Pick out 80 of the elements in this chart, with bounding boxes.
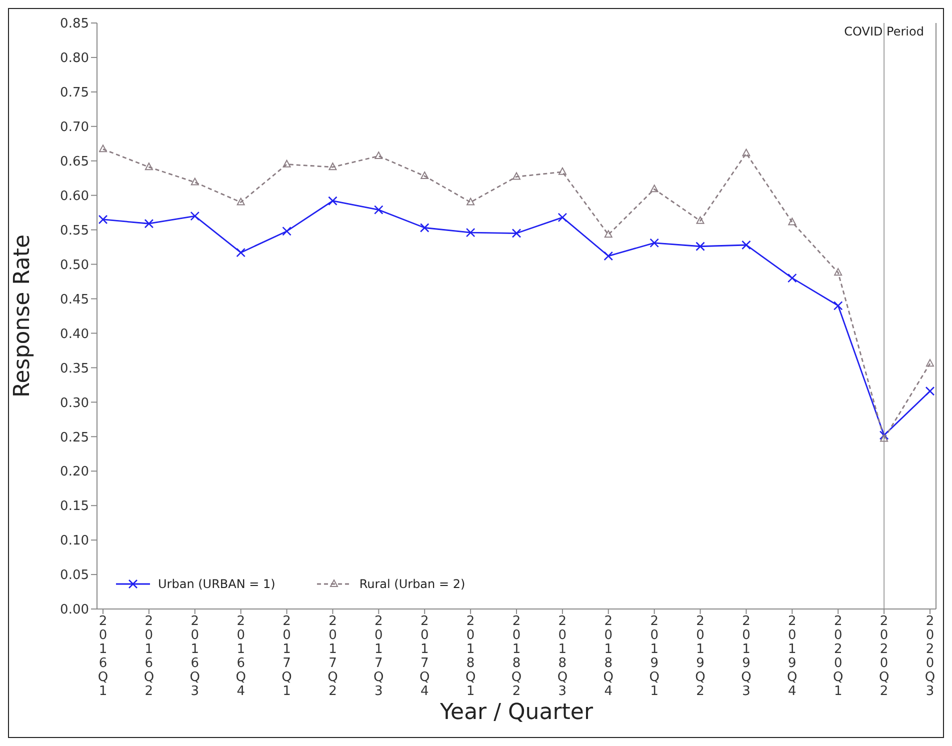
- y-tick-label: 0.55: [60, 223, 89, 238]
- point: [282, 226, 292, 236]
- point: [925, 386, 935, 396]
- x-tick-label: 2019Q2: [695, 614, 706, 699]
- point: [558, 167, 566, 175]
- point: [604, 230, 612, 238]
- y-tick-label: 0.85: [60, 16, 89, 32]
- y-tick-label: 0.10: [60, 534, 89, 549]
- point: [420, 223, 430, 232]
- x-tick-label: 2019Q3: [741, 614, 752, 699]
- point: [650, 184, 658, 192]
- point: [420, 172, 429, 180]
- point: [696, 216, 704, 224]
- x-tick-label: 2016Q3: [190, 614, 200, 699]
- point: [374, 205, 384, 214]
- point: [604, 251, 614, 261]
- point: [880, 434, 888, 442]
- point: [512, 172, 520, 180]
- y-tick-label: 0.35: [60, 361, 89, 376]
- point: [98, 214, 108, 224]
- x-tick-label: 2018Q2: [511, 614, 522, 699]
- ref-line-label: COVID Period: [844, 24, 924, 39]
- point: [374, 152, 383, 160]
- point: [282, 160, 291, 168]
- point: [833, 301, 843, 310]
- x-tick-label: 2018Q4: [603, 614, 614, 699]
- x-tick-label: 2016Q4: [236, 614, 246, 699]
- point: [788, 273, 797, 283]
- point: [742, 240, 751, 250]
- point: [788, 218, 796, 226]
- x-tick-label: 2019Q1: [649, 614, 660, 699]
- point: [99, 144, 107, 152]
- y-tick-label: 0.30: [60, 396, 89, 411]
- point: [742, 148, 750, 156]
- point: [236, 248, 246, 258]
- y-tick-label: 0.00: [60, 602, 89, 618]
- x-tick-label: 2016Q2: [144, 614, 154, 699]
- y-tick-label: 0.75: [60, 86, 89, 101]
- point: [144, 162, 153, 170]
- x-tick-label: 2017Q1: [282, 614, 292, 699]
- x-tick-label: 2020Q1: [832, 614, 844, 699]
- y-tick-label: 0.25: [60, 430, 89, 446]
- point: [236, 198, 245, 206]
- point: [190, 211, 200, 221]
- y-tick-label: 0.60: [60, 188, 89, 204]
- x-tick-label: 2020Q2: [878, 614, 890, 699]
- point: [190, 178, 199, 186]
- y-tick-label: 0.05: [60, 568, 89, 584]
- y-tick-label: 0.40: [60, 326, 89, 342]
- point: [466, 228, 476, 238]
- x-tick-label: 2018Q1: [465, 614, 476, 699]
- legend-label: Urban (URBAN = 1): [158, 577, 276, 591]
- y-tick-label: 0.80: [60, 51, 89, 66]
- y-tick-label: 0.45: [60, 292, 89, 308]
- x-tick-label: 2018Q3: [557, 614, 568, 699]
- point: [926, 359, 934, 367]
- x-tick-label: 2019Q4: [787, 614, 798, 699]
- x-tick-label: 2017Q4: [419, 614, 430, 699]
- point: [834, 268, 842, 276]
- legend-label: Rural (Urban = 2): [359, 577, 466, 591]
- point: [879, 430, 889, 440]
- point: [328, 196, 338, 206]
- y-tick-label: 0.65: [60, 154, 89, 170]
- x-tick-label: 2020Q3: [924, 614, 936, 699]
- point: [466, 198, 475, 206]
- y-tick-label: 0.70: [60, 120, 89, 136]
- point: [328, 162, 337, 170]
- point: [650, 238, 659, 248]
- x-tick-label: 2017Q2: [328, 614, 338, 699]
- x-tick-label: 2016Q1: [98, 614, 108, 699]
- point: [558, 212, 568, 222]
- point: [144, 218, 154, 228]
- x-axis-title: Year / Quarter: [439, 700, 594, 725]
- y-tick-label: 0.20: [60, 464, 89, 480]
- point: [696, 242, 705, 252]
- y-tick-label: 0.50: [60, 258, 89, 273]
- point: [512, 228, 522, 238]
- y-axis-title: Response Rate: [10, 234, 35, 398]
- y-tick-label: 0.15: [60, 499, 89, 514]
- x-tick-label: 2017Q3: [374, 614, 384, 699]
